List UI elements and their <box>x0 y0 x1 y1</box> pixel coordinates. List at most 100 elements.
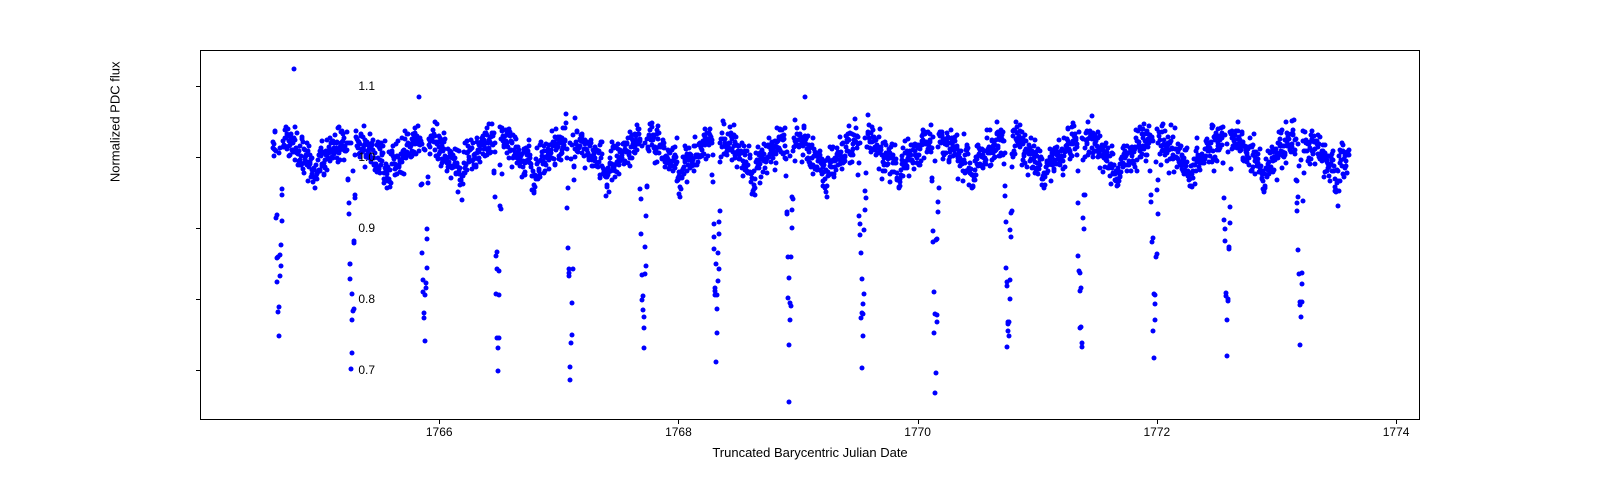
data-point <box>885 162 890 167</box>
data-point <box>1134 169 1139 174</box>
data-point <box>628 163 633 168</box>
data-point <box>906 136 911 141</box>
data-point <box>1154 252 1159 257</box>
data-point <box>857 221 862 226</box>
data-point <box>748 152 753 157</box>
data-point <box>427 144 432 149</box>
data-point <box>1153 159 1158 164</box>
data-point <box>1252 131 1257 136</box>
data-point <box>932 331 937 336</box>
data-point <box>948 127 953 132</box>
data-point <box>1337 188 1342 193</box>
data-point <box>528 152 533 157</box>
x-tick-label: 1772 <box>1144 425 1171 439</box>
data-point <box>655 160 660 165</box>
data-point <box>1257 147 1262 152</box>
data-point <box>1192 181 1197 186</box>
x-tick-mark <box>678 420 679 424</box>
data-point <box>801 125 806 130</box>
data-point <box>349 318 354 323</box>
data-point <box>1008 278 1013 283</box>
data-point <box>1159 163 1164 168</box>
data-point <box>850 159 855 164</box>
data-point <box>1037 148 1042 153</box>
data-point <box>1223 227 1228 232</box>
x-tick-label: 1766 <box>426 425 453 439</box>
data-point <box>857 213 862 218</box>
data-point <box>274 213 279 218</box>
data-point <box>474 165 479 170</box>
data-point <box>567 273 572 278</box>
data-point <box>974 173 979 178</box>
data-point <box>1331 148 1336 153</box>
data-point <box>731 122 736 127</box>
data-point <box>922 156 927 161</box>
data-point <box>858 140 863 145</box>
data-point <box>1009 208 1014 213</box>
data-point <box>793 118 798 123</box>
data-point <box>1222 132 1227 137</box>
data-point <box>1347 153 1352 158</box>
data-point <box>478 159 483 164</box>
x-tick-label: 1770 <box>904 425 931 439</box>
data-point <box>966 146 971 151</box>
x-tick-label: 1774 <box>1383 425 1410 439</box>
data-point <box>554 127 559 132</box>
data-point <box>824 195 829 200</box>
data-point <box>1060 172 1065 177</box>
data-point <box>641 346 646 351</box>
data-point <box>656 130 661 135</box>
data-point <box>772 167 777 172</box>
data-point <box>854 125 859 130</box>
data-point <box>1075 201 1080 206</box>
data-point <box>1191 175 1196 180</box>
data-point <box>492 140 497 145</box>
data-point <box>349 350 354 355</box>
data-point <box>783 126 788 131</box>
data-point <box>1226 298 1231 303</box>
data-point <box>351 307 356 312</box>
data-point <box>583 166 588 171</box>
data-point <box>1022 132 1027 137</box>
data-point <box>853 117 858 122</box>
data-point <box>1211 169 1216 174</box>
data-point <box>1061 159 1066 164</box>
data-point <box>1284 119 1289 124</box>
data-point <box>929 175 934 180</box>
data-point <box>1322 142 1327 147</box>
data-point <box>553 162 558 167</box>
data-point <box>1009 164 1014 169</box>
data-point <box>758 181 763 186</box>
data-point <box>1003 194 1008 199</box>
data-point <box>859 277 864 282</box>
data-point <box>988 128 993 133</box>
data-point <box>1081 226 1086 231</box>
data-point <box>643 263 648 268</box>
data-point <box>278 273 283 278</box>
data-point <box>1299 281 1304 286</box>
data-point <box>716 279 721 284</box>
data-point <box>399 160 404 165</box>
data-point <box>563 111 568 116</box>
data-point <box>307 144 312 149</box>
data-point <box>568 340 573 345</box>
data-point <box>863 195 868 200</box>
data-point <box>616 172 621 177</box>
data-point <box>1048 179 1053 184</box>
data-point <box>292 138 297 143</box>
data-point <box>460 181 465 186</box>
data-point <box>691 168 696 173</box>
data-point <box>527 137 532 142</box>
data-point <box>1344 170 1349 175</box>
data-point <box>1296 195 1301 200</box>
data-point <box>863 188 868 193</box>
data-point <box>426 174 431 179</box>
data-point <box>818 149 823 154</box>
data-point <box>425 227 430 232</box>
data-point <box>811 172 816 177</box>
data-point <box>642 271 647 276</box>
data-point <box>353 193 358 198</box>
data-point <box>526 143 531 148</box>
data-point <box>389 180 394 185</box>
data-point <box>641 325 646 330</box>
